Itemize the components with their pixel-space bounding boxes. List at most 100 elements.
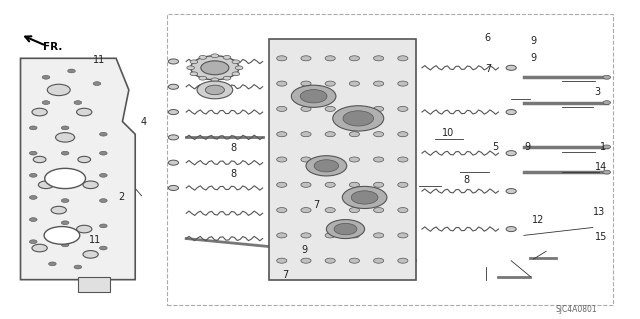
- Text: SJC4A0801: SJC4A0801: [556, 305, 597, 314]
- Circle shape: [301, 56, 311, 61]
- Circle shape: [38, 181, 54, 189]
- Text: 13: 13: [593, 207, 605, 217]
- Circle shape: [56, 133, 75, 142]
- Circle shape: [325, 106, 335, 111]
- Circle shape: [397, 233, 408, 238]
- Text: FR.: FR.: [43, 42, 62, 52]
- Circle shape: [301, 208, 311, 213]
- Circle shape: [374, 106, 384, 111]
- Circle shape: [506, 151, 516, 156]
- Circle shape: [506, 65, 516, 70]
- Circle shape: [276, 157, 287, 162]
- Circle shape: [325, 258, 335, 263]
- Circle shape: [197, 81, 233, 99]
- Text: 11: 11: [93, 55, 105, 65]
- Circle shape: [397, 132, 408, 137]
- Text: 7: 7: [486, 64, 492, 74]
- Text: 9: 9: [531, 36, 536, 46]
- Circle shape: [314, 160, 339, 172]
- Circle shape: [168, 59, 179, 64]
- Circle shape: [603, 101, 611, 105]
- Circle shape: [190, 60, 198, 64]
- Circle shape: [374, 157, 384, 162]
- Circle shape: [100, 246, 107, 250]
- Circle shape: [325, 157, 335, 162]
- Bar: [167, 14, 613, 305]
- Circle shape: [301, 182, 311, 187]
- Circle shape: [397, 56, 408, 61]
- Circle shape: [29, 240, 37, 244]
- Text: 9: 9: [531, 53, 536, 63]
- Circle shape: [325, 233, 335, 238]
- Text: 8: 8: [231, 144, 237, 153]
- Polygon shape: [20, 58, 135, 280]
- Circle shape: [77, 108, 92, 116]
- Text: 1: 1: [600, 142, 607, 152]
- Circle shape: [397, 106, 408, 111]
- Circle shape: [506, 189, 516, 194]
- Text: 14: 14: [595, 162, 607, 172]
- Circle shape: [29, 218, 37, 221]
- Circle shape: [33, 156, 46, 163]
- Circle shape: [45, 168, 86, 189]
- Circle shape: [603, 145, 611, 149]
- Circle shape: [100, 151, 107, 155]
- Circle shape: [29, 174, 37, 177]
- Circle shape: [61, 174, 69, 177]
- Circle shape: [343, 111, 374, 126]
- Circle shape: [351, 191, 378, 204]
- Circle shape: [47, 84, 70, 96]
- Circle shape: [506, 226, 516, 232]
- Circle shape: [42, 75, 50, 79]
- Circle shape: [61, 126, 69, 130]
- Circle shape: [93, 82, 100, 85]
- Circle shape: [374, 258, 384, 263]
- Circle shape: [349, 106, 360, 111]
- Circle shape: [325, 56, 335, 61]
- Circle shape: [211, 78, 219, 82]
- Circle shape: [276, 106, 287, 111]
- Text: 5: 5: [492, 142, 499, 152]
- Circle shape: [205, 85, 225, 95]
- Circle shape: [397, 258, 408, 263]
- Circle shape: [325, 81, 335, 86]
- Circle shape: [397, 182, 408, 187]
- Text: 10: 10: [442, 128, 454, 137]
- Circle shape: [603, 75, 611, 79]
- Circle shape: [325, 208, 335, 213]
- Circle shape: [349, 233, 360, 238]
- FancyBboxPatch shape: [78, 277, 109, 292]
- Circle shape: [100, 174, 107, 177]
- Circle shape: [232, 60, 239, 64]
- Circle shape: [506, 109, 516, 115]
- Circle shape: [349, 132, 360, 137]
- Circle shape: [100, 224, 107, 228]
- Circle shape: [349, 56, 360, 61]
- Circle shape: [276, 182, 287, 187]
- Circle shape: [374, 233, 384, 238]
- Circle shape: [374, 81, 384, 86]
- Circle shape: [374, 132, 384, 137]
- Circle shape: [306, 156, 347, 176]
- Circle shape: [168, 160, 179, 165]
- Circle shape: [232, 72, 239, 76]
- Text: 15: 15: [595, 232, 607, 242]
- Circle shape: [100, 132, 107, 136]
- Circle shape: [325, 132, 335, 137]
- Circle shape: [301, 258, 311, 263]
- Circle shape: [349, 258, 360, 263]
- Circle shape: [374, 56, 384, 61]
- Circle shape: [291, 85, 336, 107]
- Circle shape: [301, 233, 311, 238]
- Circle shape: [74, 265, 82, 269]
- Text: 8: 8: [231, 169, 237, 179]
- Circle shape: [349, 157, 360, 162]
- Text: 11: 11: [90, 235, 102, 245]
- Circle shape: [168, 109, 179, 115]
- Circle shape: [349, 208, 360, 213]
- Circle shape: [83, 250, 99, 258]
- Circle shape: [199, 76, 207, 80]
- Text: 7: 7: [314, 200, 320, 210]
- Circle shape: [301, 106, 311, 111]
- Text: 9: 9: [524, 142, 530, 152]
